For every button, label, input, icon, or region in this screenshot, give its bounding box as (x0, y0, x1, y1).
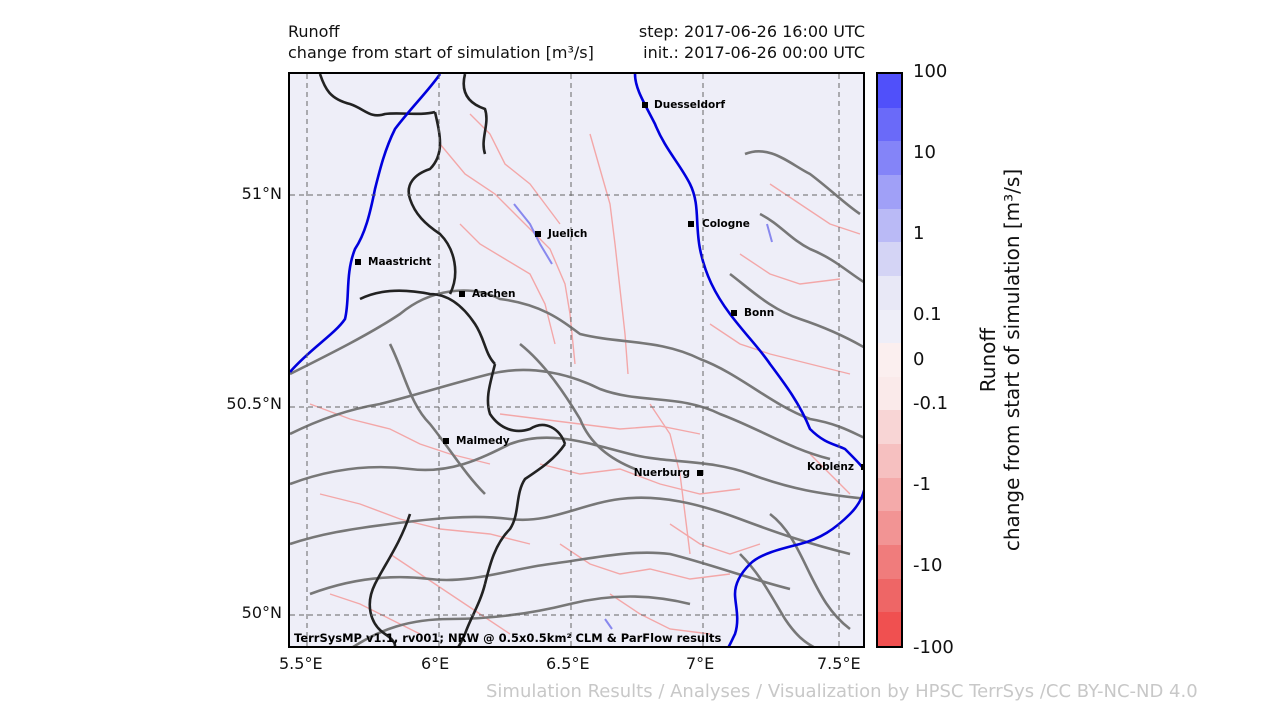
colorbar-band (878, 174, 901, 210)
city-maastricht: Maastricht (355, 256, 431, 268)
city-label: Duesseldorf (654, 99, 725, 111)
colorbar-band (878, 343, 901, 378)
variable-description: change from start of simulation [m³/s] (288, 43, 594, 62)
colorbar-band (878, 410, 901, 445)
colorbar-band (878, 545, 901, 580)
lon-tick-7: 7°E (686, 654, 715, 673)
city-aachen: Aachen (459, 288, 516, 300)
lat-tick-51: 51°N (241, 184, 282, 203)
rivers (290, 74, 863, 646)
city-duesseldorf: Duesseldorf (642, 99, 725, 111)
colorbar-band (878, 242, 901, 277)
lat-tick-50: 50°N (241, 603, 282, 622)
city-label: Juelich (547, 228, 587, 240)
city-koblenz: Koblenz (807, 461, 863, 473)
graticule (290, 74, 863, 646)
map-canvas: Duesseldorf Juelich Cologne Maastricht A… (290, 74, 863, 646)
colorbar-band (878, 578, 901, 613)
colorbar-band (878, 376, 901, 411)
colorbar-band (878, 107, 901, 142)
lon-tick-6: 6°E (421, 654, 450, 673)
city-nuerburg: Nuerburg (634, 467, 703, 479)
colorbar-tick: 1 (913, 223, 925, 244)
city-bonn: Bonn (731, 307, 774, 319)
init-time: init.: 2017-06-26 00:00 UTC (643, 43, 865, 62)
colorbar-band (878, 444, 901, 479)
city-markers: Duesseldorf Juelich Cologne Maastricht A… (355, 99, 863, 479)
colorbar-band (878, 208, 901, 243)
colorbar (876, 72, 903, 648)
city-malmedy: Malmedy (443, 435, 510, 447)
terrain-contours (290, 150, 863, 646)
city-label: Bonn (744, 307, 774, 319)
colorbar-band (878, 477, 901, 512)
colorbar-tick: 0 (913, 349, 925, 370)
colorbar-tick: 0.1 (913, 304, 942, 325)
colorbar-title-line2: change from start of simulation [m³/s] (1000, 168, 1024, 552)
colorbar-title: Runoff change from start of simulation [m… (976, 90, 1024, 630)
colorbar-tick: 10 (913, 142, 936, 163)
city-label: Malmedy (456, 435, 510, 447)
map-background (290, 74, 863, 646)
colorbar-band (878, 74, 901, 109)
city-juelich: Juelich (535, 228, 587, 240)
city-label: Maastricht (368, 256, 431, 268)
country-borders (318, 74, 567, 646)
city-label: Koblenz (807, 461, 854, 473)
variable-title: Runoff (288, 22, 340, 41)
city-cologne: Cologne (688, 218, 750, 230)
runoff-change-network (309, 113, 861, 635)
attribution-footer: Simulation Results / Analyses / Visualiz… (486, 681, 1198, 702)
lat-tick-50-5: 50.5°N (226, 394, 282, 413)
colorbar-tick: -1 (913, 474, 931, 495)
colorbar-band (878, 309, 901, 344)
colorbar-tick: -0.1 (913, 393, 949, 414)
lon-tick-7-5: 7.5°E (817, 654, 861, 673)
colorbar-band (878, 275, 901, 311)
city-label: Nuerburg (634, 467, 690, 479)
colorbar-title-line1: Runoff (976, 327, 1000, 393)
city-label: Cologne (702, 218, 750, 230)
city-label: Aachen (472, 288, 516, 300)
colorbar-tick: -100 (913, 637, 954, 658)
colorbar-tick: 100 (913, 61, 948, 82)
runoff-map: Duesseldorf Juelich Cologne Maastricht A… (288, 72, 865, 648)
lon-tick-6-5: 6.5°E (546, 654, 590, 673)
colorbar-band (878, 511, 901, 546)
colorbar-band (878, 612, 901, 646)
lon-tick-5-5: 5.5°E (279, 654, 323, 673)
colorbar-band (878, 141, 901, 176)
step-time: step: 2017-06-26 16:00 UTC (638, 22, 865, 41)
colorbar-tick: -10 (913, 555, 943, 576)
model-credit: TerrSysMP v1.1, rv001; NRW @ 0.5x0.5km² … (294, 631, 722, 645)
